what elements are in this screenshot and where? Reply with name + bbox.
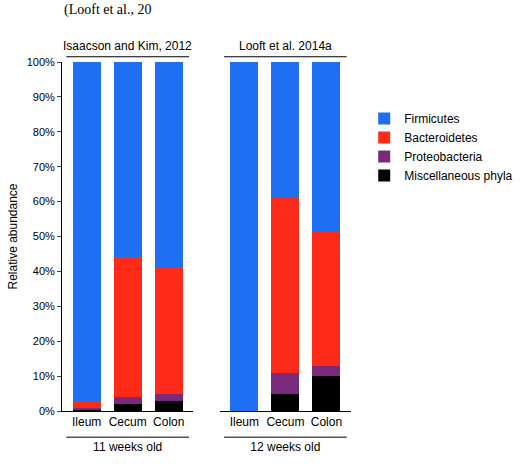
svg-text:Ileum: Ileum [230,415,259,429]
svg-text:Miscellaneous phyla: Miscellaneous phyla [404,169,512,183]
svg-text:Looft et al. 2014a: Looft et al. 2014a [239,39,332,53]
svg-text:Bacteroidetes: Bacteroidetes [404,131,477,145]
svg-text:90%: 90% [33,91,55,103]
svg-text:Isaacson and Kim, 2012: Isaacson and Kim, 2012 [63,39,192,53]
svg-text:Cecum: Cecum [109,415,147,429]
svg-text:11 weeks old: 11 weeks old [93,440,162,454]
svg-text:40%: 40% [33,265,55,277]
svg-text:Colon: Colon [311,415,342,429]
svg-text:Ileum: Ileum [72,415,101,429]
svg-text:70%: 70% [33,161,55,173]
svg-text:10%: 10% [33,370,55,382]
svg-text:(Looft et al., 20: (Looft et al., 20 [64,2,151,18]
svg-text:Colon: Colon [153,415,184,429]
svg-text:Firmicutes: Firmicutes [404,112,459,126]
svg-text:12 weeks old: 12 weeks old [250,440,320,454]
svg-text:100%: 100% [27,56,55,68]
svg-text:Relative abundance: Relative abundance [6,183,20,289]
svg-text:20%: 20% [33,335,55,347]
svg-text:Cecum: Cecum [266,415,304,429]
svg-text:80%: 80% [33,126,55,138]
svg-text:30%: 30% [33,300,55,312]
svg-text:0%: 0% [39,405,55,417]
svg-text:50%: 50% [33,230,55,242]
svg-text:Proteobacteria: Proteobacteria [404,150,482,164]
svg-text:60%: 60% [33,195,55,207]
